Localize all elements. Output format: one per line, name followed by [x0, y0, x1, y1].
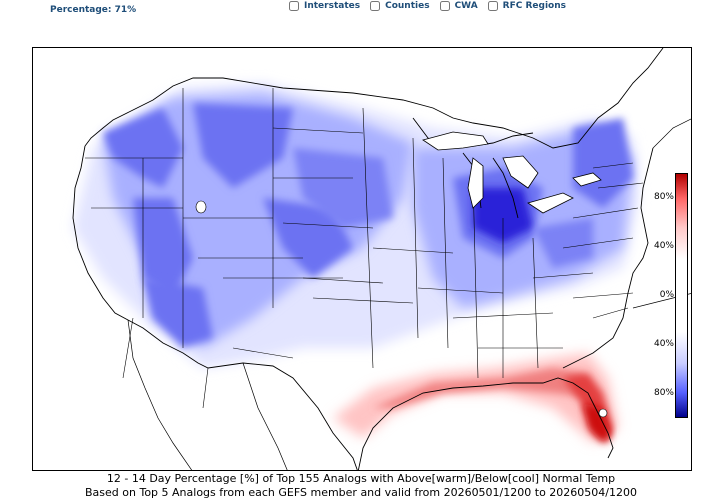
map-panel: [32, 47, 692, 471]
us-map: [72, 48, 691, 470]
cwa-label: CWA: [454, 1, 478, 11]
toggle-rfc-regions[interactable]: RFC Regions: [487, 1, 566, 11]
counties-label: Counties: [385, 1, 430, 11]
caption-line-1: 12 - 14 Day Percentage [%] of Top 155 An…: [106, 472, 616, 485]
colorbar-tick-warm-40: 40%: [653, 241, 674, 251]
colorbar: [675, 173, 688, 418]
cool-anomaly-shading: [73, 83, 638, 368]
toggle-cwa[interactable]: CWA: [439, 1, 478, 11]
colorbar-tick-warm-80: 80%: [653, 192, 674, 202]
interstates-label: Interstates: [304, 1, 361, 11]
cwa-checkbox[interactable]: [439, 1, 450, 11]
rfc-regions-label: RFC Regions: [502, 1, 566, 11]
counties-checkbox[interactable]: [370, 1, 381, 11]
lake-okeechobee: [598, 408, 608, 418]
rfc-regions-checkbox[interactable]: [487, 1, 498, 11]
caption-line-2: Based on Top 5 Analogs from each GEFS me…: [85, 486, 637, 499]
neighbor-borders: [127, 118, 691, 470]
state-borders: [85, 88, 644, 409]
great-lakes: [422, 131, 602, 214]
percentage-label: Percentage: 71%: [50, 5, 137, 15]
colorbar-tick-zero: 0%: [659, 290, 674, 300]
great-salt-lake: [195, 200, 207, 214]
colorbar-tick-cool-40: 40%: [653, 339, 674, 349]
layer-toggles: Interstates Counties CWA RFC Regions: [289, 1, 576, 11]
warm-anomaly-shading: [333, 353, 618, 443]
colorbar-tick-cool-80: 80%: [653, 388, 674, 398]
toggle-counties[interactable]: Counties: [370, 1, 430, 11]
interstates-checkbox[interactable]: [289, 1, 299, 11]
toggle-interstates[interactable]: Interstates: [289, 1, 360, 11]
